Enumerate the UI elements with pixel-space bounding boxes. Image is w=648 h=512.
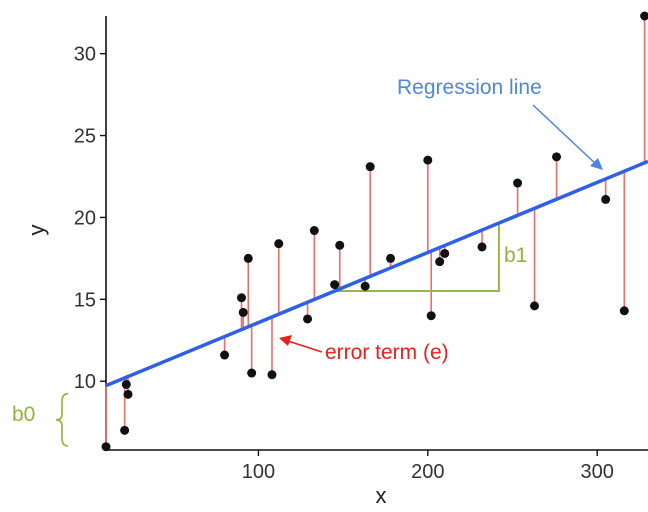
- y-tick-label: 30: [74, 44, 96, 66]
- data-point: [124, 390, 133, 399]
- error-term-arrow: [288, 341, 322, 352]
- data-point: [427, 311, 436, 320]
- regression-line-label: Regression line: [397, 76, 542, 99]
- data-point: [247, 369, 256, 378]
- x-axis-title: x: [376, 483, 387, 508]
- data-point: [239, 308, 248, 317]
- regression-label-arrow: [533, 105, 598, 166]
- y-tick-label: 10: [74, 371, 96, 393]
- data-point: [361, 282, 370, 291]
- data-point: [274, 239, 283, 248]
- data-point: [267, 370, 276, 379]
- data-point: [310, 226, 319, 235]
- data-point: [513, 179, 522, 188]
- data-point: [122, 380, 131, 389]
- intercept-brace: [56, 394, 68, 446]
- data-point: [552, 152, 561, 161]
- data-point: [303, 314, 312, 323]
- data-point: [102, 442, 111, 451]
- data-point: [435, 257, 444, 266]
- x-tick-label: 300: [581, 461, 614, 483]
- residual-segments: [106, 16, 645, 447]
- x-axis-ticks: 100 200 300: [242, 450, 614, 483]
- y-tick-label: 25: [74, 126, 96, 148]
- data-point: [237, 293, 246, 302]
- x-tick-label: 100: [242, 461, 275, 483]
- data-point: [386, 254, 395, 263]
- data-point: [220, 351, 229, 360]
- data-point: [530, 301, 539, 310]
- data-point: [423, 156, 432, 165]
- data-point: [244, 254, 253, 263]
- y-axis-title: y: [24, 225, 49, 236]
- data-point: [120, 426, 129, 435]
- x-tick-label: 200: [411, 461, 444, 483]
- error-term-label: error term (e): [325, 341, 449, 364]
- data-points: [102, 12, 648, 452]
- intercept-label: b0: [12, 403, 35, 426]
- data-point: [440, 249, 449, 258]
- y-tick-label: 15: [74, 289, 96, 311]
- data-point: [640, 12, 648, 21]
- data-point: [601, 195, 610, 204]
- data-point: [335, 241, 344, 250]
- data-point: [620, 306, 629, 315]
- error-arrow-head: [279, 335, 292, 346]
- data-point: [330, 280, 339, 289]
- data-point: [366, 162, 375, 171]
- data-point: [478, 242, 487, 251]
- y-axis-ticks: 10 15 20 25 30: [74, 44, 106, 394]
- slope-label: b1: [504, 244, 527, 267]
- y-tick-label: 20: [74, 207, 96, 229]
